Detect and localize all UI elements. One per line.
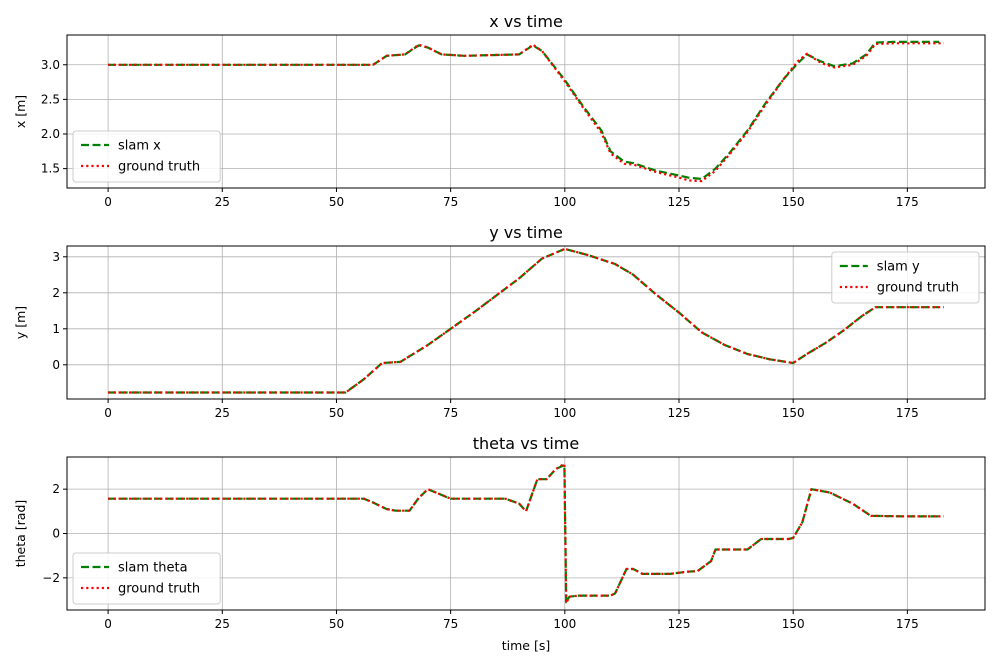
x-tick-label: 75 (443, 195, 458, 209)
y-tick-label: 0 (52, 358, 60, 372)
y-tick-label: 0 (52, 527, 60, 541)
x-tick-label: 100 (553, 406, 576, 420)
y-tick-label: 2 (52, 286, 60, 300)
x-tick-label: 125 (668, 195, 691, 209)
y-tick-label: −2 (42, 571, 60, 585)
chart-panel-2: 0 25 50 75 100 125 150 175 0 1 2 3 y vs time y [m] sla… (13, 223, 986, 420)
series-line-ground-truth (108, 462, 944, 605)
chart-title: theta vs time (473, 434, 579, 453)
legend-label: slam x (118, 139, 161, 154)
chart-panel-1: 0 25 50 75 100 125 150 175 1.5 2.0 2.5 3.0 x vs time… (13, 12, 986, 209)
x-tick-label: 50 (329, 406, 344, 420)
x-tick-label: 75 (443, 617, 458, 631)
x-tick-label: 150 (782, 195, 805, 209)
x-tick-label: 175 (896, 406, 919, 420)
y-tick-label: 3.0 (41, 58, 60, 72)
legend: slam theta ground truth (72, 552, 221, 605)
x-tick-label: 150 (782, 617, 805, 631)
series-line-slam (108, 247, 940, 394)
x-tick-label: 0 (104, 195, 112, 209)
x-tick-label: 125 (668, 406, 691, 420)
y-tick-label: 2.5 (41, 92, 60, 106)
x-tick-label: 100 (553, 195, 576, 209)
legend-box (72, 552, 221, 605)
y-tick-label: 2.0 (41, 127, 60, 141)
x-tick-label: 125 (668, 617, 691, 631)
chart-panel-3: 0 25 50 75 100 125 150 175 −2 0 2 theta vs time thet… (13, 434, 986, 631)
y-tick-label: 3 (52, 250, 60, 264)
chart-title: y vs time (489, 223, 563, 242)
axes-frame (66, 34, 986, 189)
x-tick-label: 150 (782, 406, 805, 420)
x-tick-label: 175 (896, 195, 919, 209)
y-axis-label: y [m] (13, 306, 28, 339)
x-tick-label: 50 (329, 195, 344, 209)
legend-label: ground truth (877, 281, 959, 296)
legend-box (72, 130, 221, 183)
figure-xlabel: time [s] (502, 638, 550, 653)
series-group (108, 247, 944, 394)
x-tick-label: 0 (104, 406, 112, 420)
chart-title: x vs time (489, 12, 563, 31)
legend: slam x ground truth (72, 130, 221, 183)
series-line-slam (108, 40, 940, 181)
x-tick-label: 175 (896, 617, 919, 631)
legend-label: slam y (877, 260, 920, 275)
legend-label: ground truth (118, 160, 200, 175)
legend-label: ground truth (118, 582, 200, 597)
axes-frame (66, 245, 986, 400)
legend-box (831, 251, 980, 304)
series-group (108, 462, 944, 605)
y-axis-label: x [m] (13, 95, 28, 128)
x-tick-label: 25 (215, 195, 230, 209)
y-axis-label: theta [rad] (13, 500, 28, 568)
x-tick-label: 0 (104, 617, 112, 631)
series-line-ground-truth (108, 42, 944, 183)
legend: slam y ground truth (831, 251, 980, 304)
x-tick-label: 100 (553, 617, 576, 631)
x-tick-label: 25 (215, 617, 230, 631)
y-tick-label: 2 (52, 482, 60, 496)
x-tick-label: 25 (215, 406, 230, 420)
x-tick-label: 75 (443, 406, 458, 420)
y-tick-label: 1.5 (41, 162, 60, 176)
x-tick-label: 50 (329, 617, 344, 631)
y-tick-label: 1 (52, 322, 60, 336)
series-group (108, 40, 944, 183)
legend-label: slam theta (118, 561, 188, 576)
series-line-ground-truth (108, 247, 944, 394)
